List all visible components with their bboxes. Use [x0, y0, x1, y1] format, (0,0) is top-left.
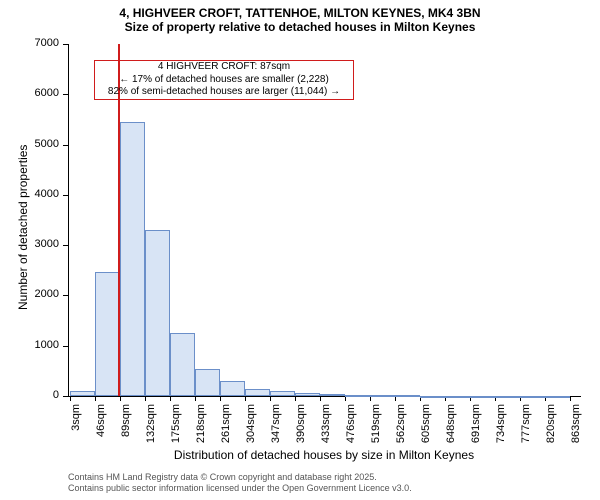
- histogram-bar: [70, 391, 95, 396]
- x-tick-label: 347sqm: [270, 404, 282, 464]
- y-tick-mark: [63, 195, 68, 196]
- y-tick-label: 7000: [19, 37, 59, 49]
- histogram-bar: [520, 396, 545, 398]
- histogram-bar: [270, 391, 295, 396]
- histogram-bar: [120, 122, 145, 396]
- x-tick-label: 777sqm: [520, 404, 532, 464]
- x-tick-label: 691sqm: [470, 404, 482, 464]
- x-tick-label: 476sqm: [345, 404, 357, 464]
- y-tick-label: 2000: [19, 288, 59, 300]
- x-tick-mark: [95, 396, 96, 401]
- x-tick-label: 89sqm: [120, 404, 132, 464]
- x-tick-label: 734sqm: [495, 404, 507, 464]
- y-tick-mark: [63, 145, 68, 146]
- y-tick-mark: [63, 94, 68, 95]
- footer-line-1: Contains HM Land Registry data © Crown c…: [68, 472, 412, 483]
- x-tick-mark: [245, 396, 246, 401]
- histogram-bar: [295, 393, 320, 396]
- x-tick-mark: [220, 396, 221, 401]
- annotation-line-2: ← 17% of detached houses are smaller (2,…: [95, 74, 353, 87]
- y-tick-label: 5000: [19, 138, 59, 150]
- title-line-2: Size of property relative to detached ho…: [0, 20, 600, 34]
- x-tick-label: 261sqm: [220, 404, 232, 464]
- title-line-1: 4, HIGHVEER CROFT, TATTENHOE, MILTON KEY…: [0, 6, 600, 20]
- x-tick-label: 433sqm: [320, 404, 332, 464]
- histogram-bar: [320, 394, 345, 396]
- x-tick-label: 46sqm: [95, 404, 107, 464]
- histogram-bar: [95, 272, 120, 396]
- x-tick-label: 3sqm: [70, 404, 82, 464]
- x-tick-label: 562sqm: [395, 404, 407, 464]
- x-tick-label: 218sqm: [195, 404, 207, 464]
- histogram-bar: [195, 369, 220, 396]
- x-tick-label: 390sqm: [295, 404, 307, 464]
- y-tick-label: 1000: [19, 339, 59, 351]
- x-tick-label: 863sqm: [570, 404, 582, 464]
- y-tick-mark: [63, 44, 68, 45]
- x-tick-mark: [70, 396, 71, 401]
- histogram-bar: [220, 381, 245, 396]
- y-tick-mark: [63, 245, 68, 246]
- annotation-box: 4 HIGHVEER CROFT: 87sqm ← 17% of detache…: [94, 60, 354, 100]
- x-tick-label: 820sqm: [545, 404, 557, 464]
- footer-credits: Contains HM Land Registry data © Crown c…: [68, 472, 412, 495]
- y-tick-mark: [63, 295, 68, 296]
- histogram-bar: [395, 395, 420, 397]
- histogram-bar: [495, 396, 520, 398]
- x-tick-mark: [170, 396, 171, 401]
- x-tick-label: 519sqm: [370, 404, 382, 464]
- y-tick-label: 0: [19, 389, 59, 401]
- histogram-bar: [170, 333, 195, 396]
- histogram-bar: [145, 230, 170, 396]
- y-axis-label: Number of detached properties: [16, 145, 30, 310]
- x-tick-mark: [120, 396, 121, 401]
- histogram-bar: [245, 389, 270, 396]
- x-tick-label: 648sqm: [445, 404, 457, 464]
- histogram-bar: [370, 395, 395, 397]
- annotation-line-3: 82% of semi-detached houses are larger (…: [95, 86, 353, 99]
- y-tick-label: 6000: [19, 87, 59, 99]
- x-tick-label: 304sqm: [245, 404, 257, 464]
- x-tick-mark: [270, 396, 271, 401]
- histogram-bar: [345, 395, 370, 397]
- histogram-bar: [420, 396, 445, 398]
- histogram-bar: [470, 396, 495, 398]
- x-tick-mark: [570, 396, 571, 401]
- y-tick-mark: [63, 346, 68, 347]
- x-tick-label: 132sqm: [145, 404, 157, 464]
- x-tick-mark: [295, 396, 296, 401]
- y-tick-label: 3000: [19, 238, 59, 250]
- annotation-line-1: 4 HIGHVEER CROFT: 87sqm: [95, 61, 353, 74]
- x-tick-mark: [320, 396, 321, 401]
- x-tick-label: 605sqm: [420, 404, 432, 464]
- x-tick-mark: [195, 396, 196, 401]
- x-tick-mark: [145, 396, 146, 401]
- histogram-bar: [545, 396, 570, 398]
- histogram-bar: [445, 396, 470, 398]
- y-tick-mark: [63, 396, 68, 397]
- x-tick-label: 175sqm: [170, 404, 182, 464]
- footer-line-2: Contains public sector information licen…: [68, 483, 412, 494]
- y-tick-label: 4000: [19, 188, 59, 200]
- chart-title: 4, HIGHVEER CROFT, TATTENHOE, MILTON KEY…: [0, 6, 600, 34]
